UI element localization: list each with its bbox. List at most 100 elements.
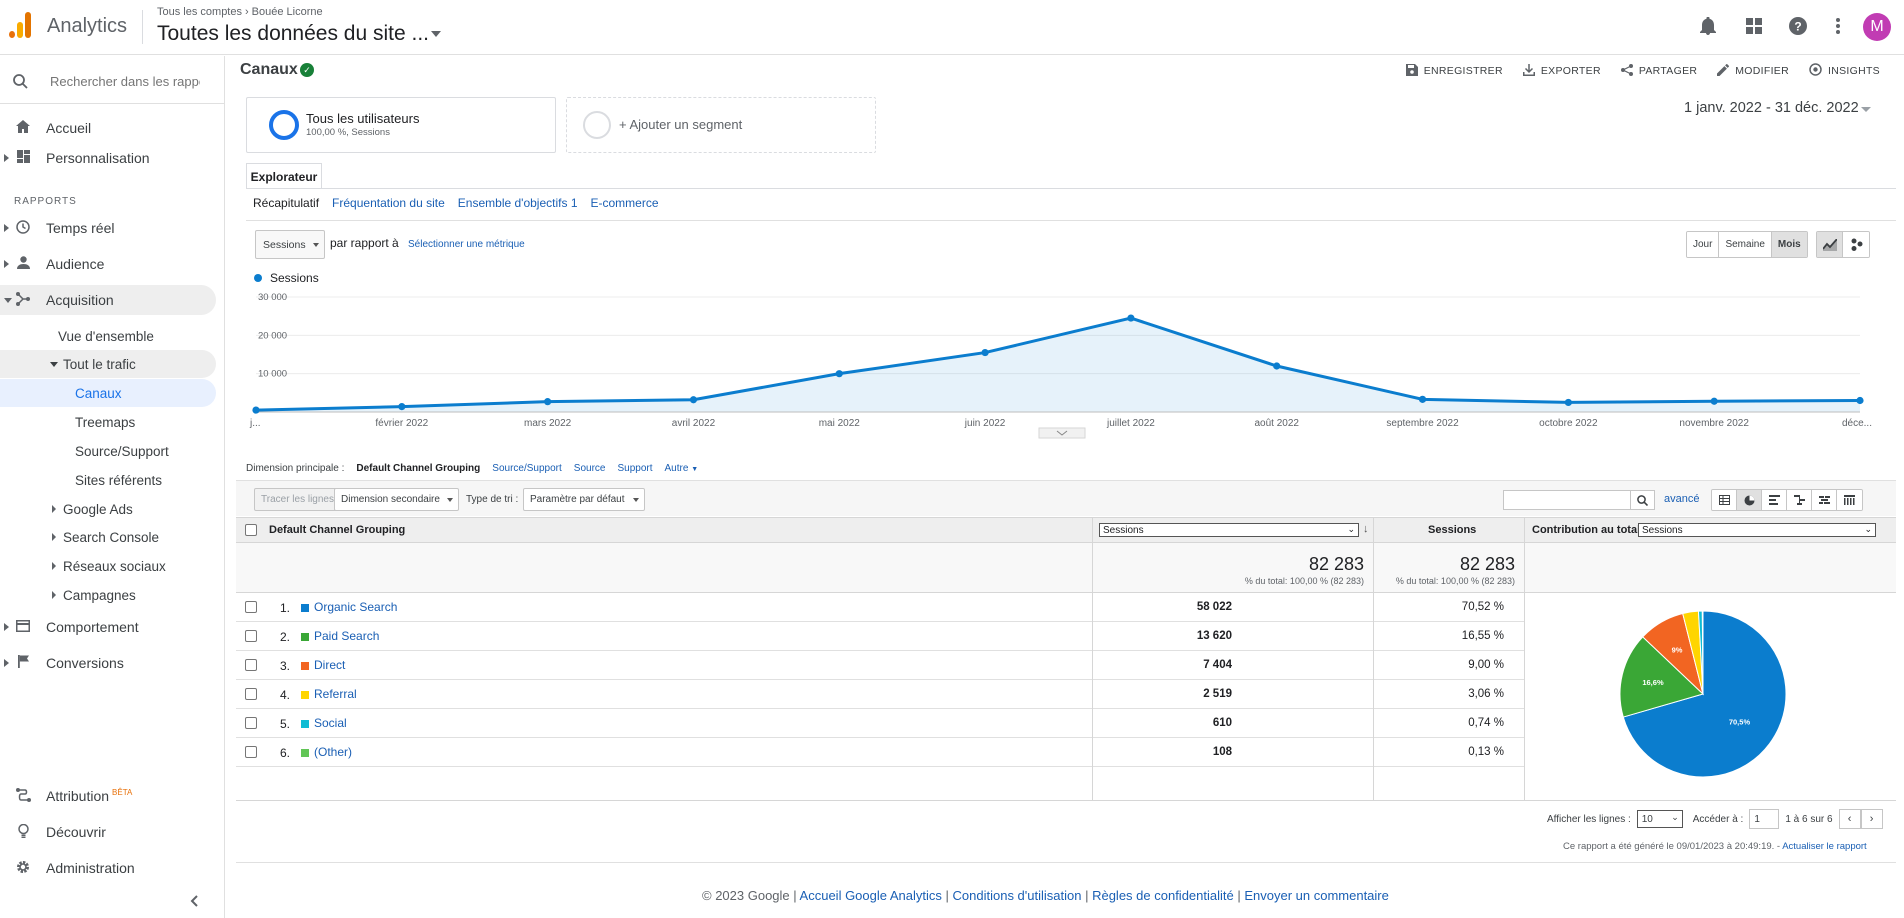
row-channel-link[interactable]: Organic Search xyxy=(314,600,398,614)
help-icon[interactable]: ? xyxy=(1786,14,1810,38)
analytics-logo[interactable] xyxy=(9,12,31,38)
sidebar-item-campaigns[interactable]: Campagnes xyxy=(0,581,216,609)
subtab-ecommerce[interactable]: E-commerce xyxy=(590,196,659,210)
table-view-icon[interactable] xyxy=(1712,490,1737,510)
comparison-view-icon[interactable] xyxy=(1787,490,1812,510)
dimension-source[interactable]: Source xyxy=(573,463,606,474)
edit-button[interactable]: MODIFIER xyxy=(1717,63,1789,79)
breadcrumb-account[interactable]: Bouée Licorne xyxy=(251,6,323,18)
column-header-sessions[interactable]: Sessions xyxy=(1428,524,1477,536)
line-chart-icon[interactable] xyxy=(1817,232,1843,257)
search-button[interactable] xyxy=(1631,490,1655,510)
subtab-summary[interactable]: Récapitulatif xyxy=(253,196,320,210)
dimension-other[interactable]: Autre ▼ xyxy=(665,463,699,474)
period-week-button[interactable]: Semaine xyxy=(1719,232,1772,257)
column-metric-select[interactable]: Sessions ⌄ xyxy=(1099,523,1359,537)
breadcrumb-accounts[interactable]: Tous les comptes xyxy=(157,6,242,18)
sort-type-select[interactable]: Paramètre par défaut xyxy=(523,488,645,511)
dimension-source-medium[interactable]: Source/Support xyxy=(492,463,562,474)
row-checkbox[interactable] xyxy=(245,746,257,758)
sidebar-item-realtime[interactable]: Temps réel xyxy=(0,213,216,243)
avatar[interactable]: M xyxy=(1863,13,1891,41)
period-day-button[interactable]: Jour xyxy=(1687,232,1720,257)
sidebar-search[interactable] xyxy=(0,64,224,104)
sidebar-item-admin[interactable]: Administration xyxy=(0,853,216,883)
metric-select[interactable]: Sessions xyxy=(255,230,325,259)
dimension-medium[interactable]: Support xyxy=(617,463,653,474)
footer-link-terms[interactable]: Conditions d'utilisation xyxy=(952,888,1082,903)
save-button[interactable]: ENREGISTRER xyxy=(1405,63,1503,79)
footer-link-feedback[interactable]: Envoyer un commentaire xyxy=(1244,888,1389,903)
sidebar-item-all-traffic[interactable]: Tout le trafic xyxy=(0,350,216,378)
row-channel-link[interactable]: Social xyxy=(314,716,347,730)
row-channel-link[interactable]: (Other) xyxy=(314,745,353,759)
footer-link-home[interactable]: Accueil Google Analytics xyxy=(799,888,942,903)
goto-page-input[interactable]: 1 xyxy=(1749,809,1780,829)
subtab-goal-set[interactable]: Ensemble d'objectifs 1 xyxy=(457,196,578,210)
table-search-input[interactable] xyxy=(1503,490,1631,510)
tab-explorer[interactable]: Explorateur xyxy=(246,163,322,189)
date-range-picker[interactable]: 1 janv. 2022 - 31 déc. 2022 xyxy=(1684,100,1859,116)
sidebar-item-search-console[interactable]: Search Console xyxy=(0,523,216,551)
period-month-button[interactable]: Mois xyxy=(1771,232,1807,257)
sidebar-item-discover[interactable]: Découvrir xyxy=(0,817,216,847)
sidebar-item-channels[interactable]: Canaux xyxy=(0,379,216,407)
export-button[interactable]: EXPORTER xyxy=(1522,63,1601,79)
row-channel-link[interactable]: Paid Search xyxy=(314,629,380,643)
pivot-view-icon[interactable] xyxy=(1837,490,1862,510)
subtab-site-usage[interactable]: Fréquentation du site xyxy=(332,196,445,210)
sidebar-item-home[interactable]: Accueil xyxy=(0,113,216,143)
search-input[interactable] xyxy=(50,74,200,89)
contribution-metric-select[interactable]: Sessions ⌄ xyxy=(1638,523,1876,537)
row-channel-link[interactable]: Referral xyxy=(314,687,357,701)
bell-icon[interactable] xyxy=(1696,14,1720,38)
collapse-sidebar-icon[interactable] xyxy=(190,894,198,912)
sidebar-item-conversions[interactable]: Conversions xyxy=(0,648,216,678)
advanced-filter-link[interactable]: avancé xyxy=(1664,493,1700,505)
apps-grid-icon[interactable] xyxy=(1742,14,1766,38)
refresh-report-link[interactable]: Actualiser le rapport xyxy=(1782,841,1867,852)
sidebar-item-audience[interactable]: Audience xyxy=(0,249,216,279)
sidebar-item-behaviour[interactable]: Comportement xyxy=(0,612,216,642)
app-name[interactable]: Analytics xyxy=(47,15,128,37)
sidebar-item-social[interactable]: Réseaux sociaux xyxy=(0,552,216,580)
chart-legend[interactable]: Sessions xyxy=(254,271,319,285)
pie-slice[interactable] xyxy=(1701,610,1704,695)
row-channel-link[interactable]: Direct xyxy=(314,658,346,672)
plot-rows-button[interactable]: Tracer les lignes xyxy=(254,488,341,511)
term-cloud-view-icon[interactable] xyxy=(1812,490,1837,510)
sidebar-item-attribution[interactable]: Attribution BÊTA xyxy=(0,781,216,811)
select-all-checkbox[interactable] xyxy=(245,524,257,536)
segment-all-users[interactable]: Tous les utilisateurs 100,00 %, Sessions xyxy=(246,97,556,153)
row-checkbox[interactable] xyxy=(245,717,257,729)
sidebar-item-personalisation[interactable]: Personnalisation xyxy=(0,143,216,173)
sort-arrow-down-icon[interactable]: ↓ xyxy=(1363,523,1369,535)
insights-button[interactable]: INSIGHTS xyxy=(1809,63,1880,79)
rows-per-page-select[interactable]: 10 ⌄ xyxy=(1636,810,1683,828)
add-segment-button[interactable]: + Ajouter un segment xyxy=(566,97,876,153)
performance-view-icon[interactable] xyxy=(1762,490,1787,510)
sidebar-item-google-ads[interactable]: Google Ads xyxy=(0,495,216,523)
more-vert-icon[interactable] xyxy=(1826,14,1850,38)
footer-link-privacy[interactable]: Règles de confidentialité xyxy=(1092,888,1234,903)
sidebar-item-treemaps[interactable]: Treemaps xyxy=(0,408,216,436)
secondary-dimension-select[interactable]: Dimension secondaire xyxy=(334,488,459,511)
sidebar-item-referrals[interactable]: Sites référents xyxy=(0,466,216,494)
share-button[interactable]: PARTAGER xyxy=(1620,63,1697,79)
dropdown-caret-icon[interactable] xyxy=(1861,107,1871,112)
sidebar-item-source-medium[interactable]: Source/Support xyxy=(0,437,216,465)
row-checkbox[interactable] xyxy=(245,630,257,642)
prev-page-button[interactable]: ‹ xyxy=(1838,809,1861,829)
row-checkbox[interactable] xyxy=(245,688,257,700)
property-selector[interactable]: Toutes les données du site ... xyxy=(157,22,430,45)
select-metric-link[interactable]: Sélectionner une métrique xyxy=(408,239,525,250)
column-header-dimension[interactable]: Default Channel Grouping xyxy=(269,524,406,536)
sidebar-item-acquisition[interactable]: Acquisition xyxy=(0,285,216,315)
pie-slice[interactable] xyxy=(1619,636,1704,718)
pie-view-icon[interactable] xyxy=(1737,490,1762,510)
breadcrumb[interactable]: Tous les comptes › Bouée Licorne xyxy=(157,6,323,18)
pie-slice[interactable] xyxy=(1622,610,1787,778)
dropdown-caret-icon[interactable] xyxy=(431,31,441,37)
row-checkbox[interactable] xyxy=(245,659,257,671)
motion-chart-icon[interactable] xyxy=(1843,232,1869,257)
